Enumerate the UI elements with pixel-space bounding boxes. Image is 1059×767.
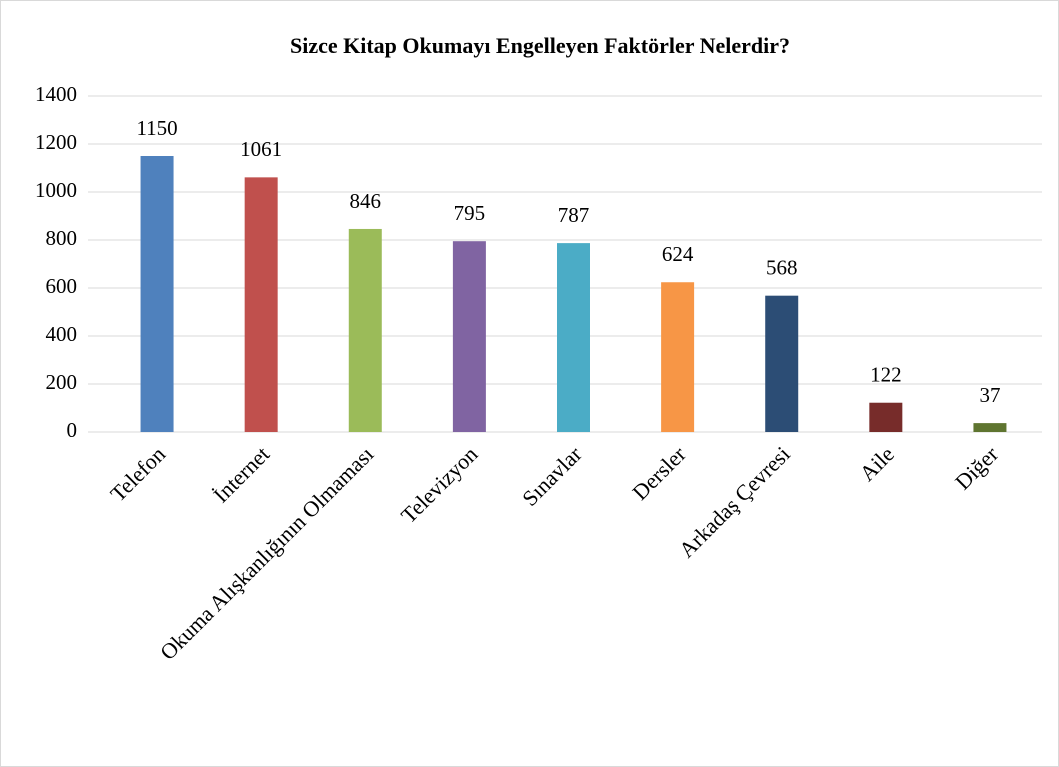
y-tick-label: 1000 xyxy=(35,178,77,202)
data-label: 787 xyxy=(558,203,590,227)
y-tick-label: 600 xyxy=(46,274,78,298)
y-tick-label: 200 xyxy=(46,370,78,394)
y-tick-label: 400 xyxy=(46,322,78,346)
bar xyxy=(452,241,486,432)
data-label: 37 xyxy=(979,383,1000,407)
bar xyxy=(973,423,1007,432)
data-label: 624 xyxy=(662,242,694,266)
y-tick-label: 1400 xyxy=(35,82,77,106)
bar xyxy=(140,156,174,432)
data-label: 1061 xyxy=(240,137,282,161)
chart-title: Sizce Kitap Okumayı Engelleyen Faktörler… xyxy=(290,33,790,58)
y-tick-label: 800 xyxy=(46,226,78,250)
y-tick-label: 1200 xyxy=(35,130,77,154)
data-label: 568 xyxy=(766,255,798,279)
bar xyxy=(869,402,903,432)
y-tick-label: 0 xyxy=(67,418,78,442)
bar xyxy=(244,177,278,432)
bar xyxy=(348,228,382,432)
data-label: 122 xyxy=(870,363,902,387)
bar xyxy=(557,243,590,432)
data-label: 795 xyxy=(454,201,486,225)
bar xyxy=(765,295,799,432)
data-label: 846 xyxy=(350,189,382,213)
bar xyxy=(661,282,695,432)
data-label: 1150 xyxy=(136,116,177,140)
